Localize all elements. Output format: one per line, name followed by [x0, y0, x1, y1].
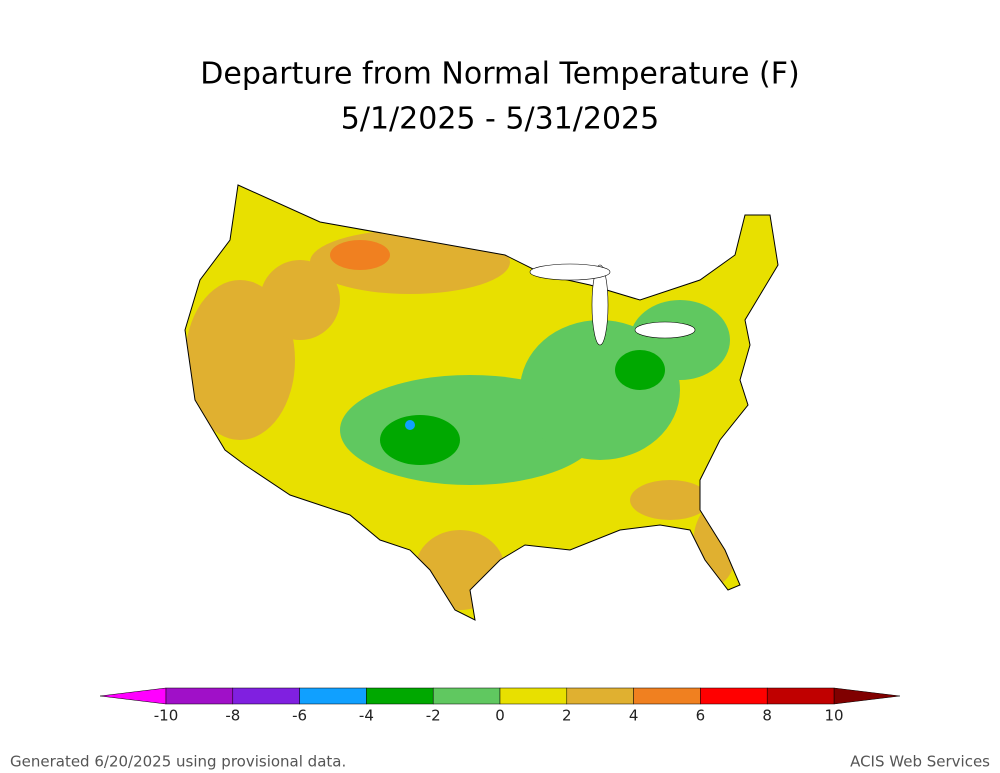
tick-label: 4 — [629, 707, 639, 725]
tick-label: -4 — [359, 707, 374, 725]
us-map — [185, 185, 778, 620]
footer-left: Generated 6/20/2025 using provisional da… — [10, 753, 346, 771]
color-bin — [366, 687, 434, 705]
under-triangle — [99, 687, 167, 705]
tick-label: 6 — [696, 707, 706, 725]
us-outline — [184, 184, 779, 621]
tick-label: 10 — [824, 707, 843, 725]
color-bin — [766, 687, 835, 705]
tick-label: -10 — [154, 707, 179, 725]
color-bin — [299, 687, 367, 705]
over-triangle — [833, 687, 901, 705]
tick-label: 0 — [495, 707, 505, 725]
color-bin — [633, 687, 701, 705]
tick-label: -8 — [225, 707, 240, 725]
colorbar: -10 -8 -6 -4 -2 0 2 4 6 8 10 — [99, 687, 901, 725]
lake — [591, 264, 609, 346]
color-bin — [165, 687, 234, 705]
lake — [529, 263, 611, 281]
tick-label: 8 — [762, 707, 772, 725]
color-bin — [700, 687, 768, 705]
color-bin — [499, 687, 568, 705]
lake — [634, 321, 696, 339]
tick-label: -6 — [292, 707, 307, 725]
color-bin — [232, 687, 300, 705]
tick-label: -2 — [426, 707, 441, 725]
tick-label: 2 — [562, 707, 572, 725]
color-bin — [432, 687, 501, 705]
map-title: Departure from Normal Temperature (F) — [200, 57, 799, 92]
map-subtitle: 5/1/2025 - 5/31/2025 — [341, 102, 659, 137]
footer-right: ACIS Web Services — [850, 753, 990, 771]
color-bin — [566, 687, 634, 705]
